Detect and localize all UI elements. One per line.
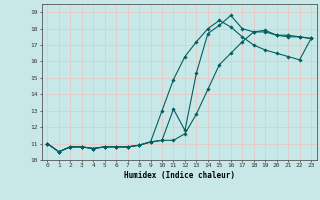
X-axis label: Humidex (Indice chaleur): Humidex (Indice chaleur) xyxy=(124,171,235,180)
